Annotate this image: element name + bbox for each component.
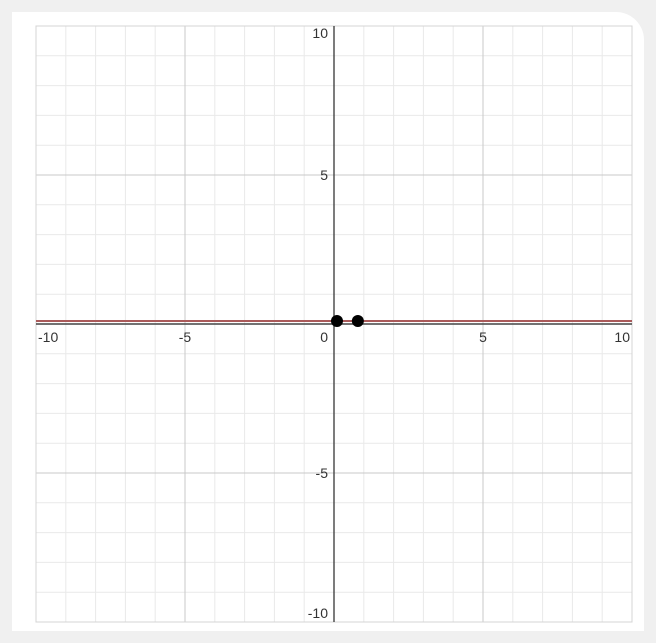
outer-frame: -10 -5 0 5 10 -10 -5 5 10 — [0, 0, 656, 643]
cartesian-plot: -10 -5 0 5 10 -10 -5 5 10 — [12, 12, 644, 631]
data-point-0[interactable] — [331, 315, 343, 327]
y-tick-label: 10 — [312, 25, 328, 41]
y-tick-label: 5 — [320, 167, 328, 183]
x-tick-label: -5 — [179, 329, 192, 345]
x-tick-label: 0 — [320, 329, 328, 345]
x-tick-label: 10 — [614, 329, 630, 345]
y-tick-labels: -10 -5 5 10 — [308, 25, 328, 621]
y-tick-label: -10 — [308, 605, 328, 621]
y-tick-label: -5 — [316, 465, 329, 481]
chart-panel: -10 -5 0 5 10 -10 -5 5 10 — [12, 12, 644, 631]
x-tick-label: -10 — [38, 329, 58, 345]
data-point-1[interactable] — [352, 315, 364, 327]
x-tick-label: 5 — [479, 329, 487, 345]
